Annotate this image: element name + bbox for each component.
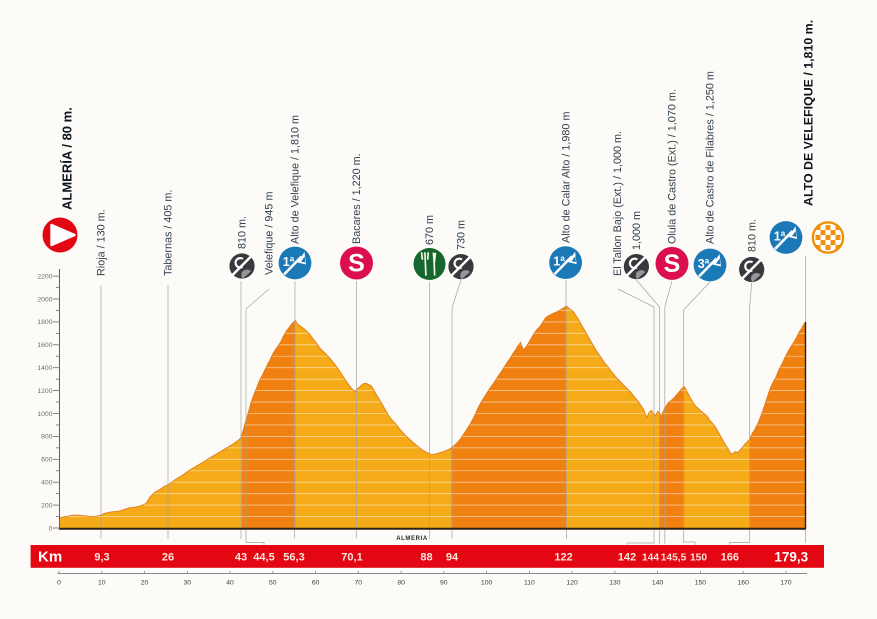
svg-text:94: 94 — [446, 552, 459, 564]
svg-text:60: 60 — [312, 580, 320, 587]
svg-text:ALTO DE VELEFIQUE / 1,810 m.: ALTO DE VELEFIQUE / 1,810 m. — [802, 20, 816, 206]
svg-text:10: 10 — [98, 580, 106, 587]
svg-text:730 m: 730 m — [456, 220, 468, 250]
svg-text:0: 0 — [57, 580, 61, 587]
svg-text:1ª: 1ª — [553, 255, 565, 269]
svg-text:Alto de Calar Alto / 1,980 m: Alto de Calar Alto / 1,980 m — [561, 112, 573, 243]
svg-text:Olula de Castro (Ext.) / 1,070: Olula de Castro (Ext.) / 1,070 m. — [667, 89, 679, 244]
svg-text:1400: 1400 — [37, 365, 52, 372]
svg-text:ALMERIA: ALMERIA — [396, 536, 428, 542]
svg-text:Tabernas / 405 m.: Tabernas / 405 m. — [163, 190, 175, 276]
svg-text:179,3: 179,3 — [774, 550, 808, 565]
svg-text:ALMERÍA / 80 m.: ALMERÍA / 80 m. — [60, 107, 75, 210]
svg-text:200: 200 — [41, 502, 53, 509]
svg-text:144: 144 — [642, 553, 659, 564]
svg-text:2000: 2000 — [37, 296, 52, 303]
svg-text:S: S — [664, 250, 681, 278]
svg-text:140: 140 — [652, 580, 664, 587]
svg-text:670 m: 670 m — [424, 215, 436, 245]
svg-text:1200: 1200 — [37, 388, 52, 395]
svg-text:100: 100 — [481, 580, 493, 587]
svg-text:122: 122 — [554, 552, 572, 564]
svg-text:S: S — [348, 250, 365, 278]
svg-text:20: 20 — [141, 580, 149, 587]
svg-text:150: 150 — [695, 580, 707, 587]
svg-text:400: 400 — [41, 480, 53, 487]
svg-text:Alto de Castro de Filabres / 1: Alto de Castro de Filabres / 1,250 m — [705, 71, 717, 244]
svg-text:26: 26 — [162, 552, 174, 564]
svg-text:810 m.: 810 m. — [746, 219, 758, 252]
svg-text:110: 110 — [524, 580, 535, 587]
svg-text:170: 170 — [780, 580, 792, 587]
svg-text:88: 88 — [420, 552, 432, 564]
svg-text:160: 160 — [738, 580, 750, 587]
svg-text:Rioja / 130 m.: Rioja / 130 m. — [96, 209, 108, 276]
svg-text:9,3: 9,3 — [94, 552, 109, 564]
svg-text:3ª: 3ª — [698, 257, 710, 271]
svg-text:50: 50 — [269, 580, 277, 587]
svg-text:1800: 1800 — [37, 319, 52, 326]
svg-text:Alto de Velefique / 1,810 m: Alto de Velefique / 1,810 m — [290, 115, 302, 244]
svg-text:600: 600 — [41, 457, 53, 464]
svg-text:Bacares / 1,220 m.: Bacares / 1,220 m. — [351, 153, 363, 244]
svg-text:810 m.: 810 m. — [237, 216, 249, 249]
svg-text:El Tallon Bajo (Ext.) / 1,000: El Tallon Bajo (Ext.) / 1,000 m. — [612, 131, 624, 276]
svg-text:1600: 1600 — [37, 342, 52, 349]
svg-text:70,1: 70,1 — [341, 552, 362, 564]
svg-text:1,000 m: 1,000 m — [631, 211, 643, 250]
svg-text:90: 90 — [440, 580, 448, 587]
svg-text:1000: 1000 — [37, 411, 52, 418]
svg-text:2200: 2200 — [37, 273, 52, 280]
svg-text:130: 130 — [609, 580, 621, 587]
svg-text:800: 800 — [41, 434, 53, 441]
svg-text:56,3: 56,3 — [283, 552, 304, 564]
svg-text:0: 0 — [49, 525, 53, 532]
svg-text:30: 30 — [184, 580, 192, 587]
svg-text:145,5: 145,5 — [661, 553, 687, 564]
svg-text:Km: Km — [38, 549, 62, 566]
svg-text:Velefique / 945 m: Velefique / 945 m — [264, 192, 276, 275]
svg-text:150: 150 — [690, 553, 707, 564]
svg-text:166: 166 — [721, 552, 739, 564]
svg-text:44,5: 44,5 — [253, 552, 274, 564]
svg-text:142: 142 — [618, 552, 636, 564]
svg-text:1ª: 1ª — [283, 255, 295, 269]
svg-text:120: 120 — [566, 580, 578, 587]
svg-text:1ª: 1ª — [774, 230, 786, 244]
svg-text:80: 80 — [397, 580, 405, 587]
svg-text:70: 70 — [355, 580, 363, 587]
svg-text:40: 40 — [226, 580, 234, 587]
svg-text:43: 43 — [235, 552, 247, 564]
